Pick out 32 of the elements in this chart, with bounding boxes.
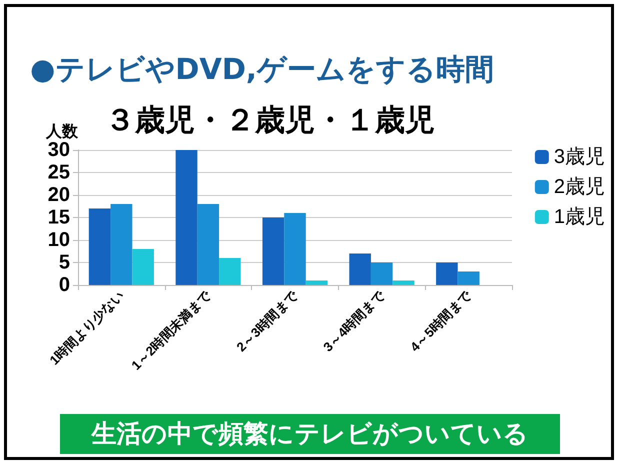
bar [262, 218, 284, 285]
bar [88, 208, 111, 285]
x-tick-label: 1～2時間未満まで [128, 286, 214, 373]
y-tick-label: 0 [58, 274, 70, 296]
bar [284, 213, 306, 285]
x-tick-label: 3～4時間まで [320, 286, 388, 354]
bar [110, 204, 132, 285]
legend-label: 1歳児 [554, 206, 605, 228]
y-tick-label: 15 [48, 206, 70, 228]
bar [132, 249, 154, 285]
bar [458, 272, 480, 285]
y-tick-label: 10 [48, 229, 70, 251]
bar [176, 150, 198, 285]
x-tick-label: 4～5時間まで [407, 286, 475, 354]
bar [370, 262, 393, 285]
x-tick-label: 2～3時間まで [234, 286, 302, 354]
y-tick-label: 5 [58, 252, 70, 274]
chart-subtitle: ３歳児・２歳児・１歳児 [105, 102, 435, 140]
bar [349, 254, 371, 285]
bar [306, 280, 328, 285]
y-axis-title: 人数 [45, 122, 79, 141]
bar [436, 262, 458, 285]
y-tick-label: 25 [48, 162, 70, 184]
bar [392, 280, 414, 285]
legend-label: 2歳児 [554, 176, 605, 198]
y-tick-label: 20 [48, 184, 70, 206]
text: 生活の中で頻繁にテレビがついている [60, 414, 560, 454]
y-tick-label: 30 [48, 139, 70, 161]
bar [219, 258, 241, 285]
legend-label: 3歳児 [554, 146, 605, 168]
bar [197, 204, 220, 285]
chart-title: ●テレビやDVD,ゲームをする時間 [30, 51, 494, 88]
